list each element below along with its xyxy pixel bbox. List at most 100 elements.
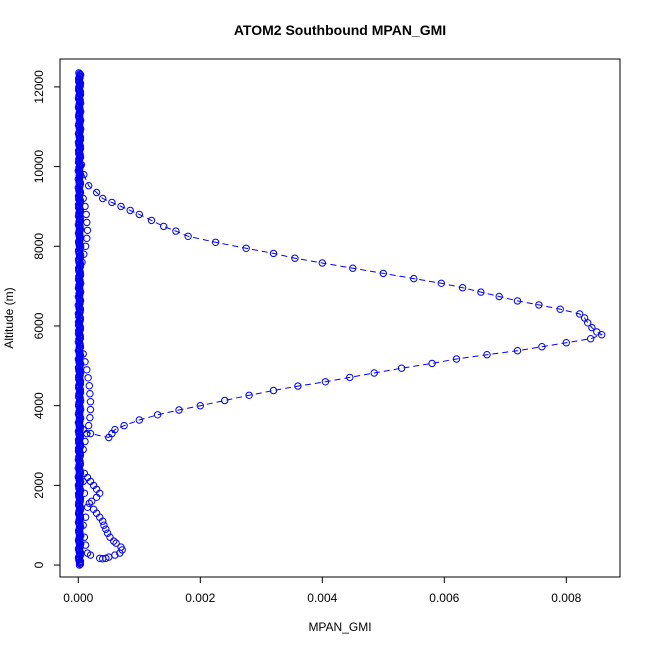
data-point: [126, 206, 134, 215]
data-point: [74, 473, 83, 481]
data-point: [79, 350, 87, 358]
data-point: [99, 555, 107, 563]
x-axis: 0.000 0.002 0.004 0.006 0.008: [63, 577, 582, 605]
data-point: [76, 71, 85, 79]
data-point: [346, 373, 354, 382]
series-low-altitude: [79, 469, 126, 563]
data-point: [81, 541, 90, 549]
data-point: [116, 549, 124, 557]
series-spike: [77, 160, 606, 442]
data-point: [84, 374, 92, 382]
data-point: [99, 194, 107, 203]
x-tick-label: 0.008: [551, 591, 581, 605]
data-point: [410, 274, 418, 283]
data-point: [483, 351, 491, 359]
data-point: [96, 554, 104, 562]
data-point: [370, 369, 378, 377]
data-point: [588, 323, 596, 332]
data-point: [99, 517, 107, 525]
data-point: [79, 477, 87, 486]
data-point: [83, 366, 91, 374]
x-tick-label: 0.002: [185, 591, 215, 605]
data-point: [83, 226, 92, 235]
data-point: [85, 382, 94, 390]
data-point: [100, 521, 108, 529]
chart-title: ATOM2 Southbound MPAN_GMI: [234, 22, 446, 38]
data-point: [513, 297, 522, 305]
y-axis-label: Altitude (m): [2, 287, 16, 348]
data-point: [74, 464, 83, 472]
data-point: [77, 532, 85, 540]
data-point: [79, 521, 87, 529]
data-point: [81, 513, 90, 521]
data-point: [587, 335, 595, 343]
x-axis-label: MPAN_GMI: [308, 620, 371, 634]
data-point: [82, 210, 90, 219]
data-point: [576, 310, 584, 318]
y-tick-label: 8000: [32, 233, 46, 260]
data-point: [318, 259, 326, 267]
data-point: [77, 405, 85, 414]
data-point: [81, 437, 89, 446]
data-point: [291, 254, 299, 262]
data-point: [80, 489, 89, 497]
data-point: [120, 421, 128, 430]
data-point: [76, 425, 84, 434]
data-point: [88, 497, 96, 505]
data-point: [135, 416, 144, 424]
data-point: [86, 413, 94, 422]
data-point: [294, 382, 302, 390]
data-point: [77, 116, 85, 125]
data-point: [245, 391, 253, 399]
data-point: [437, 279, 445, 287]
data-point: [83, 549, 92, 557]
data-point: [495, 292, 503, 301]
data-point: [153, 411, 162, 419]
y-tick-label: 0: [32, 561, 46, 568]
data-point: [81, 202, 89, 211]
series-line: [80, 164, 603, 439]
data-point: [75, 375, 83, 383]
data-point: [321, 378, 330, 386]
y-tick-label: 6000: [32, 312, 46, 339]
data-point: [79, 194, 87, 203]
data-point: [135, 210, 144, 219]
data-point: [269, 249, 278, 258]
data-point: [103, 529, 112, 537]
data-point: [80, 533, 89, 541]
data-point: [108, 198, 116, 207]
data-point: [428, 359, 436, 368]
data-point: [102, 525, 110, 533]
plot-area: [74, 69, 606, 569]
data-point: [85, 499, 94, 507]
data-point: [184, 232, 192, 241]
data-point: [112, 539, 120, 547]
data-point: [242, 244, 250, 253]
data-point: [85, 421, 93, 430]
data-point: [535, 301, 543, 309]
data-point: [76, 70, 84, 78]
y-axis: 0 2000 4000 6000 8000 10000 12000: [32, 70, 60, 568]
data-point: [172, 227, 180, 235]
data-point: [556, 305, 564, 313]
data-point: [196, 402, 205, 410]
data-point: [513, 347, 522, 355]
data-point: [379, 269, 387, 278]
data-point: [105, 433, 113, 442]
data-point: [81, 358, 89, 366]
data-point: [77, 108, 85, 116]
data-point: [117, 202, 125, 211]
data-point: [83, 503, 92, 511]
data-point: [92, 493, 101, 501]
data-point: [221, 396, 229, 405]
data-point: [562, 339, 570, 347]
data-point: [452, 355, 461, 363]
x-tick-label: 0.000: [63, 591, 93, 605]
data-point: [211, 238, 220, 247]
data-point: [86, 429, 95, 438]
data-point: [86, 390, 94, 398]
data-point: [83, 218, 91, 227]
data-point: [81, 242, 90, 251]
data-point: [83, 429, 91, 438]
